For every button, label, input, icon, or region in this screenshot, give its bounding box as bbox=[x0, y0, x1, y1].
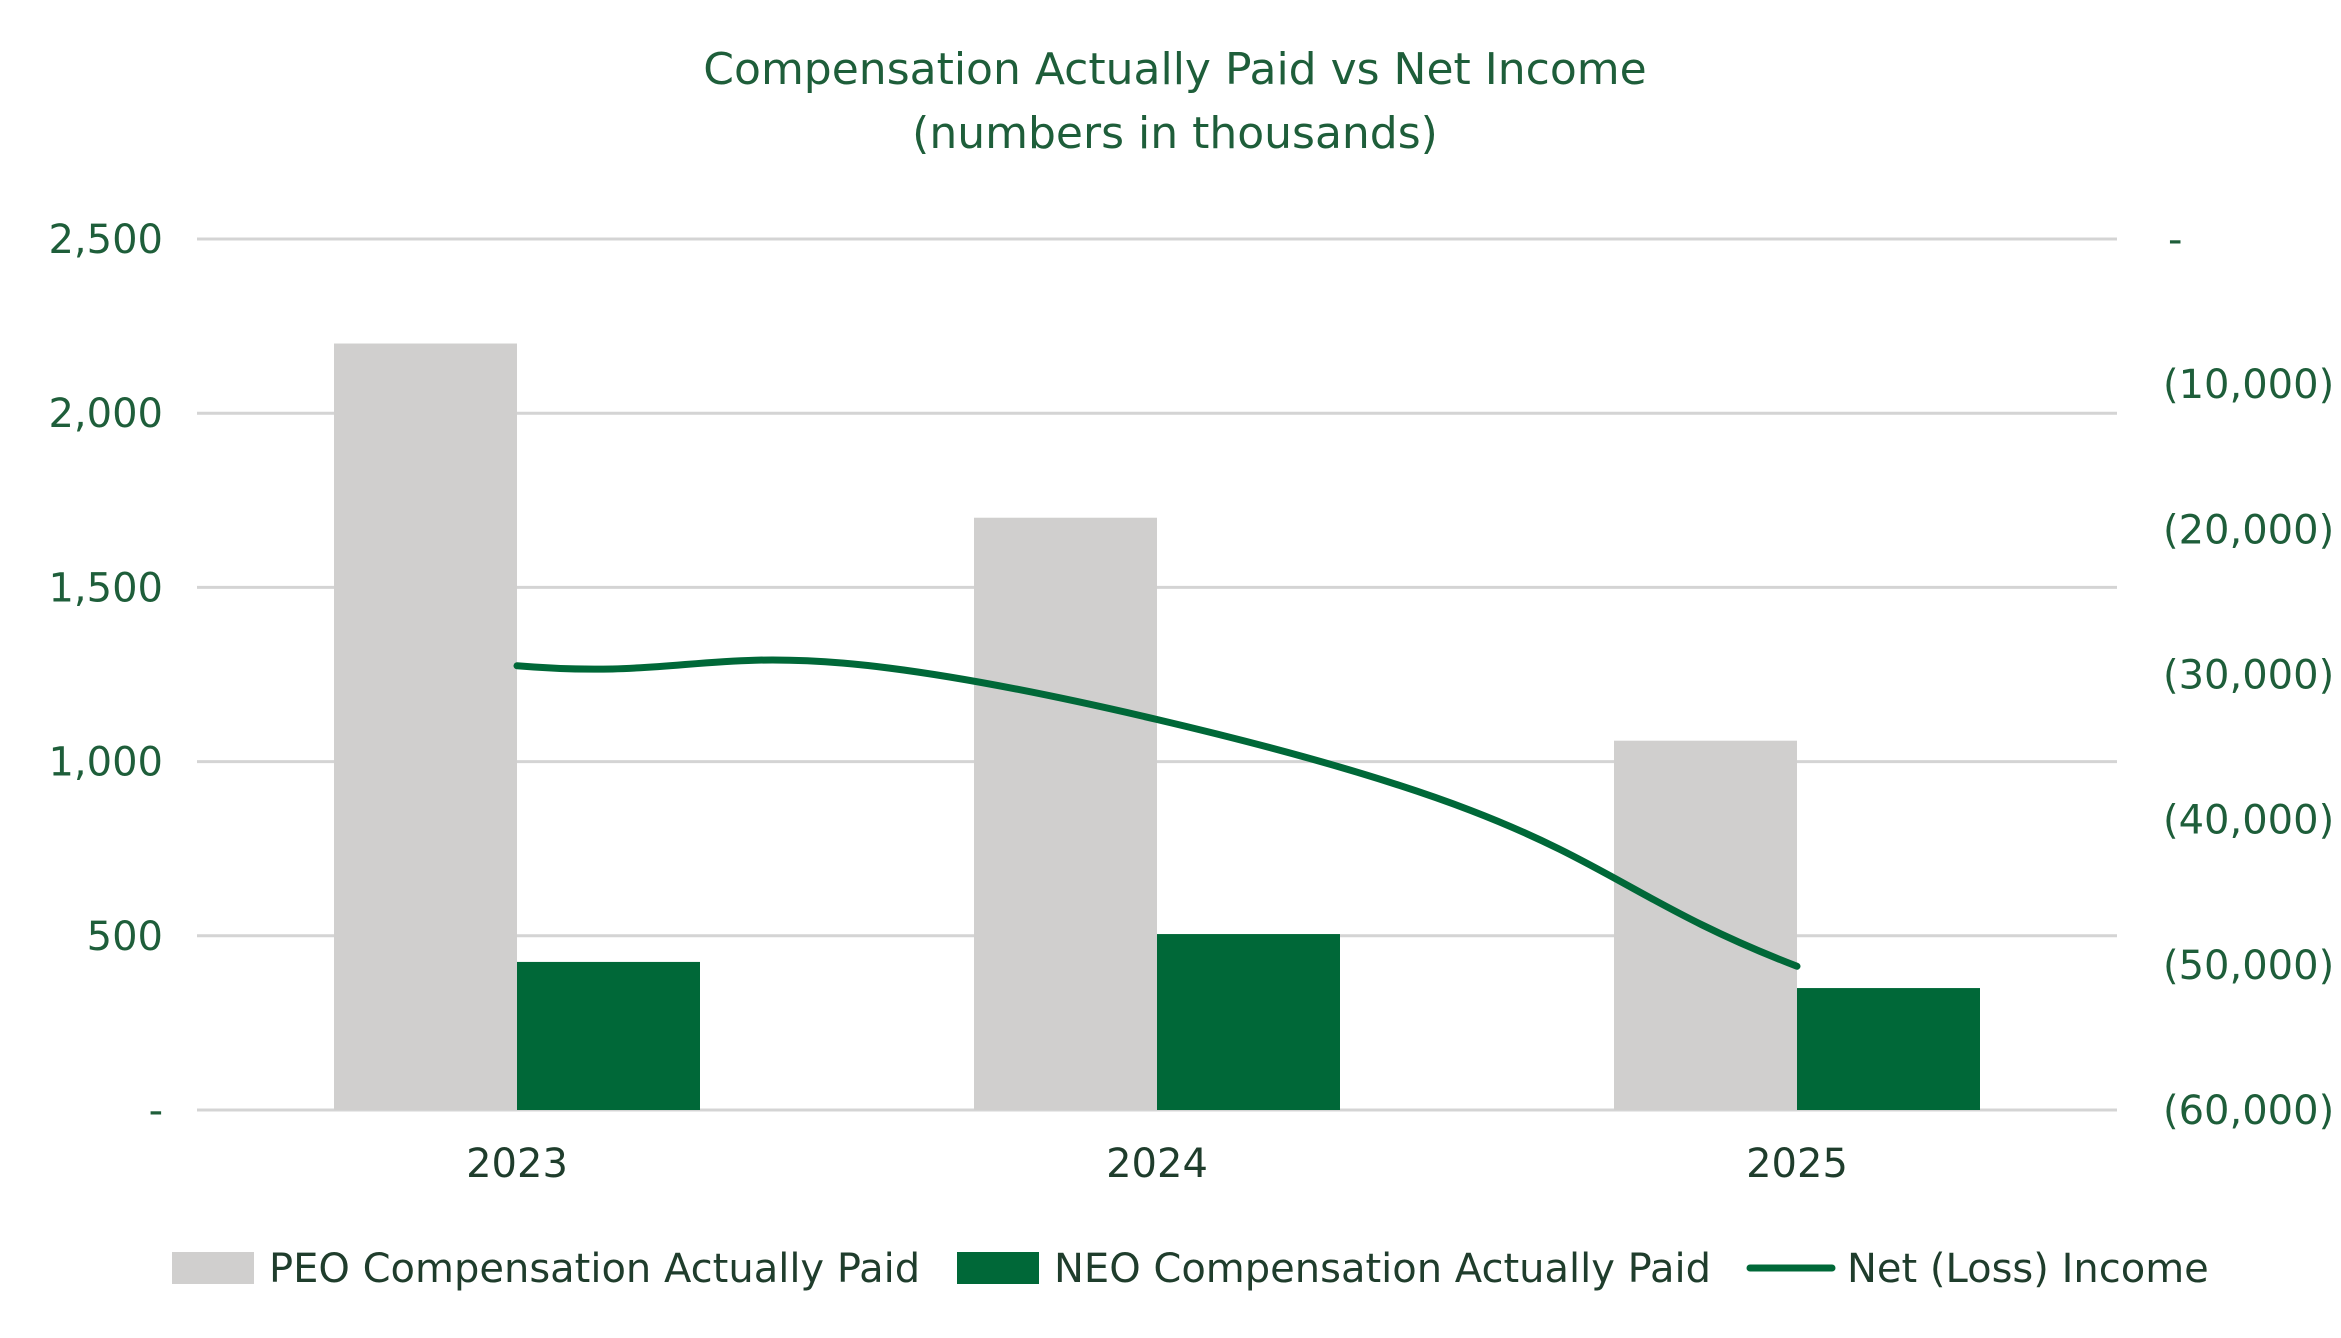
peo-bar bbox=[334, 343, 517, 1110]
x-axis: 2023 2024 2025 bbox=[466, 1141, 1848, 1187]
neo-bar bbox=[1157, 934, 1340, 1110]
neo-bar bbox=[517, 961, 700, 1110]
right-tick-label: (30,000) bbox=[2163, 653, 2334, 699]
legend-neo: NEO Compensation Actually Paid bbox=[957, 1246, 1711, 1292]
right-tick-label: - bbox=[2168, 217, 2182, 263]
neo-bar bbox=[1797, 988, 1980, 1110]
bars bbox=[334, 343, 1980, 1110]
right-tick-label: (20,000) bbox=[2163, 507, 2334, 553]
legend-net-income-label: Net (Loss) Income bbox=[1847, 1246, 2209, 1292]
left-axis: - 500 1,000 1,500 2,000 2,500 bbox=[48, 217, 163, 1134]
left-tick-label: 2,500 bbox=[48, 217, 163, 263]
peo-bar bbox=[974, 517, 1157, 1110]
chart-title-group: Compensation Actually Paid vs Net Income… bbox=[703, 44, 1646, 159]
left-tick-label: 1,500 bbox=[48, 565, 163, 611]
chart-subtitle: (numbers in thousands) bbox=[912, 108, 1438, 159]
left-tick-label: - bbox=[149, 1088, 163, 1134]
chart-title: Compensation Actually Paid vs Net Income bbox=[703, 44, 1646, 95]
left-tick-label: 500 bbox=[87, 914, 163, 960]
legend-neo-swatch bbox=[957, 1252, 1039, 1284]
legend-peo-label: PEO Compensation Actually Paid bbox=[269, 1246, 920, 1292]
legend-peo: PEO Compensation Actually Paid bbox=[172, 1246, 920, 1292]
legend-neo-label: NEO Compensation Actually Paid bbox=[1054, 1246, 1711, 1292]
right-tick-label: (50,000) bbox=[2163, 943, 2334, 989]
right-tick-label: (10,000) bbox=[2163, 362, 2334, 408]
left-tick-label: 2,000 bbox=[48, 391, 163, 437]
right-axis: - (10,000) (20,000) (30,000) (40,000) (50,000… bbox=[2163, 217, 2334, 1134]
left-tick-label: 1,000 bbox=[48, 740, 163, 786]
x-tick-label: 2023 bbox=[466, 1141, 568, 1187]
right-tick-label: (40,000) bbox=[2163, 798, 2334, 844]
legend-peo-swatch bbox=[172, 1252, 254, 1284]
x-tick-label: 2025 bbox=[1746, 1141, 1848, 1187]
legend-net-income: Net (Loss) Income bbox=[1746, 1246, 2209, 1292]
right-tick-label: (60,000) bbox=[2163, 1088, 2334, 1134]
legend: PEO Compensation Actually Paid NEO Compen… bbox=[172, 1246, 2209, 1292]
net-income-line-group bbox=[513, 656, 1801, 970]
x-tick-label: 2024 bbox=[1106, 1141, 1208, 1187]
